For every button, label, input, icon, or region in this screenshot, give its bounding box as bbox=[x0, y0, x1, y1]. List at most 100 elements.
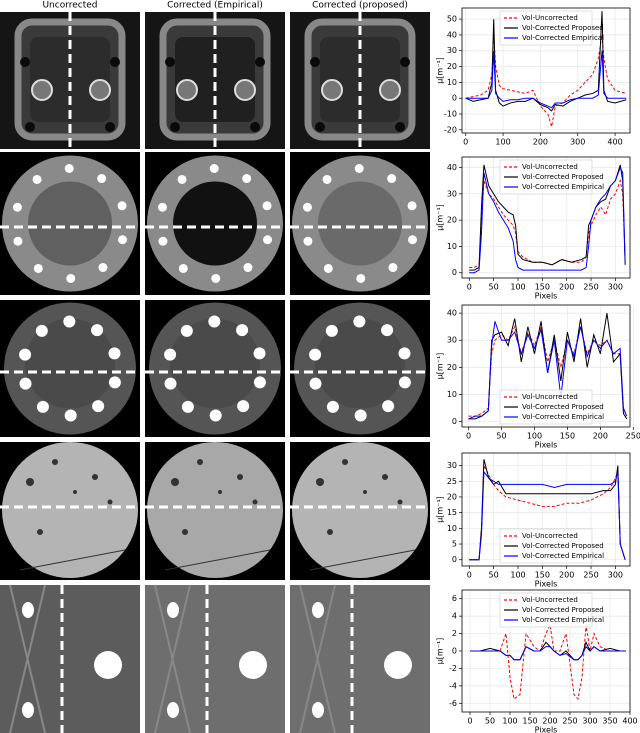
insert bbox=[164, 377, 177, 390]
y-tick-label: 30 bbox=[447, 461, 457, 470]
insert bbox=[157, 202, 167, 212]
ct-image bbox=[290, 442, 430, 580]
hole bbox=[250, 122, 260, 132]
hole bbox=[395, 122, 405, 132]
insert bbox=[178, 263, 188, 273]
insert bbox=[97, 174, 107, 184]
insert bbox=[236, 324, 249, 337]
hole bbox=[170, 122, 180, 132]
y-tick-label: 50 bbox=[447, 15, 457, 24]
insert bbox=[356, 273, 366, 283]
y-tick-label: -6 bbox=[449, 699, 457, 708]
ct-image bbox=[290, 300, 430, 437]
x-tick-label: 250 bbox=[583, 571, 598, 580]
ct-image bbox=[0, 12, 140, 149]
x-tick-label: 150 bbox=[535, 571, 550, 580]
x-tick-label: 400 bbox=[622, 717, 637, 726]
x-tick-label: 50 bbox=[489, 283, 499, 292]
x-tick-label: 0 bbox=[467, 571, 472, 580]
x-tick-label: 200 bbox=[559, 283, 574, 292]
crack bbox=[164, 549, 271, 571]
insert bbox=[323, 263, 333, 273]
rock bbox=[147, 442, 283, 578]
insert bbox=[108, 376, 121, 389]
x-tick-label: 150 bbox=[535, 283, 550, 292]
insert bbox=[180, 324, 193, 337]
axes-frame bbox=[461, 589, 631, 713]
data-line bbox=[468, 324, 628, 417]
column-header: Corrected (Empirical) bbox=[167, 1, 263, 11]
legend-label: Vol-Uncorrected bbox=[522, 14, 578, 22]
x-tick-label: 50 bbox=[485, 717, 495, 726]
insert bbox=[354, 164, 364, 174]
legend-label: Vol-Corrected Empirical bbox=[522, 34, 604, 42]
x-tick-label: 150 bbox=[522, 717, 537, 726]
phantom-core bbox=[170, 318, 260, 409]
pore bbox=[171, 478, 179, 486]
y-axis-label: μ[m⁻¹] bbox=[436, 496, 445, 523]
insert bbox=[243, 263, 253, 273]
y-tick-label: 0 bbox=[452, 94, 457, 103]
insert bbox=[302, 202, 312, 212]
small-insert bbox=[312, 602, 324, 618]
y-tick-label: 40 bbox=[447, 30, 457, 39]
insert bbox=[108, 347, 121, 360]
pore bbox=[397, 499, 403, 505]
insert bbox=[208, 315, 221, 328]
insert bbox=[35, 324, 48, 337]
x-tick-label: 100 bbox=[495, 138, 510, 147]
ct-image bbox=[145, 152, 285, 295]
data-line bbox=[470, 645, 626, 661]
small-insert bbox=[167, 602, 179, 618]
insert bbox=[164, 348, 177, 361]
legend-label: Vol-Corrected Proposed bbox=[522, 542, 604, 550]
x-tick-label: 100 bbox=[510, 571, 525, 580]
legend-label: Vol-Corrected Empirical bbox=[522, 183, 604, 191]
x-tick-label: 0 bbox=[467, 283, 472, 292]
insert bbox=[64, 409, 77, 422]
axes-frame bbox=[461, 452, 631, 567]
axes-frame bbox=[461, 156, 631, 279]
insert bbox=[253, 347, 266, 360]
insert bbox=[32, 174, 42, 184]
y-tick-label: 30 bbox=[447, 336, 457, 345]
y-axis-label: μ[m⁻¹] bbox=[436, 353, 445, 380]
column-header: Uncorrected bbox=[42, 1, 97, 11]
x-tick-label: 300 bbox=[608, 571, 623, 580]
y-tick-label: 30 bbox=[447, 189, 457, 198]
bolt bbox=[321, 79, 343, 101]
pore bbox=[73, 490, 77, 494]
insert bbox=[262, 201, 272, 211]
y-tick-label: 5 bbox=[452, 540, 457, 549]
hole bbox=[255, 57, 265, 67]
y-tick-label: 10 bbox=[447, 524, 457, 533]
legend-label: Vol-Corrected Proposed bbox=[522, 606, 604, 614]
x-tick-label: 200 bbox=[593, 432, 608, 441]
legend-label: Vol-Uncorrected bbox=[522, 163, 578, 171]
y-tick-label: -10 bbox=[444, 110, 457, 119]
small-insert bbox=[22, 702, 34, 718]
hole bbox=[310, 57, 320, 67]
x-tick-label: 300 bbox=[582, 717, 597, 726]
pore bbox=[107, 499, 113, 505]
pore bbox=[252, 499, 258, 505]
pore bbox=[316, 478, 324, 486]
large-insert bbox=[384, 651, 412, 679]
ct-image bbox=[145, 442, 285, 580]
x-tick-label: 200 bbox=[542, 717, 557, 726]
y-tick-label: -2 bbox=[449, 664, 457, 673]
y-tick-label: -20 bbox=[444, 125, 457, 134]
y-tick-label: 40 bbox=[447, 309, 457, 318]
bolt bbox=[234, 79, 256, 101]
x-tick-label: 150 bbox=[560, 432, 575, 441]
y-axis-label: μ[m⁻¹] bbox=[436, 204, 445, 231]
y-tick-label: 2 bbox=[452, 629, 457, 638]
data-line bbox=[469, 164, 626, 271]
small-insert bbox=[167, 702, 179, 718]
insert bbox=[309, 377, 322, 390]
ct-image bbox=[0, 152, 140, 295]
x-axis-label: Pixels bbox=[535, 726, 558, 733]
rock bbox=[2, 442, 138, 578]
y-tick-label: 0 bbox=[452, 555, 457, 564]
y-tick-label: 25 bbox=[447, 477, 457, 486]
